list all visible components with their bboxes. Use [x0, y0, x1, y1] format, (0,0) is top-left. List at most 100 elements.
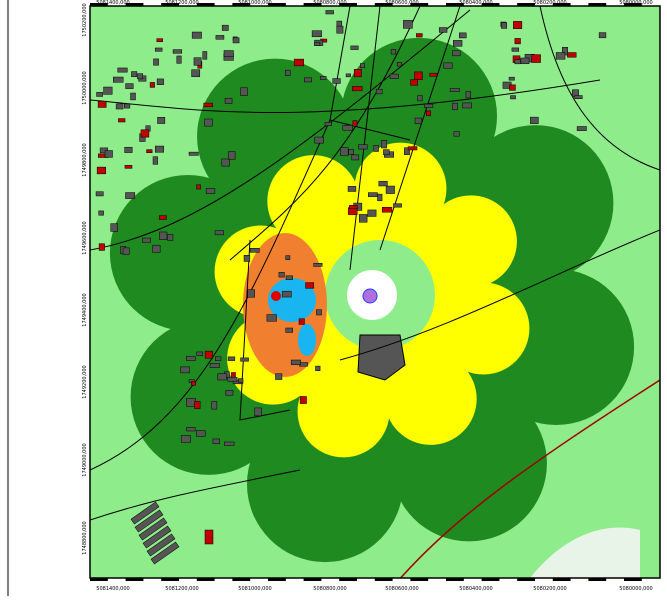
building: [180, 366, 190, 374]
building: [142, 525, 172, 549]
building: [196, 351, 204, 356]
top-coordinate: 5080400,000: [459, 0, 492, 6]
top-coordinate: 5081200,000: [165, 0, 198, 6]
building: [153, 58, 159, 66]
building: [353, 69, 362, 78]
building: [254, 407, 262, 417]
building: [520, 57, 530, 65]
frame-tick: [161, 3, 179, 6]
building: [211, 401, 218, 410]
building: [404, 147, 410, 155]
building: [530, 116, 539, 124]
zone-yellow-lobe: [437, 282, 530, 375]
building: [238, 378, 244, 383]
left-coordinate: 1748800,000: [82, 521, 88, 554]
building: [340, 147, 349, 156]
building: [95, 191, 104, 197]
bottom-coordinate: 5080000,000: [619, 586, 652, 592]
frame-tick: [481, 578, 500, 581]
building: [96, 166, 107, 175]
zone-center: [362, 288, 378, 304]
building: [299, 396, 307, 404]
building: [336, 25, 344, 34]
frame-tick: [446, 578, 464, 581]
building: [345, 73, 351, 78]
building: [186, 356, 196, 361]
building: [511, 47, 520, 52]
building: [156, 38, 163, 43]
building: [332, 78, 341, 84]
building: [221, 24, 229, 31]
frame-tick: [624, 3, 642, 6]
left-coordinate: 1749000,000: [82, 443, 88, 476]
map-layers: [90, 6, 660, 578]
building: [281, 290, 292, 298]
road: [90, 6, 351, 471]
building: [378, 180, 388, 187]
left-coordinate: 1749800,000: [82, 143, 88, 176]
building: [351, 154, 360, 161]
road: [90, 9, 471, 251]
frame-tick: [232, 578, 251, 581]
building: [221, 158, 230, 167]
left-coordinate: 1749200,000: [82, 365, 88, 398]
building: [275, 373, 283, 380]
building: [509, 84, 516, 91]
frame-tick: [624, 578, 642, 581]
building: [410, 79, 418, 86]
zone-yellow-lobe: [384, 352, 477, 445]
building: [224, 97, 233, 104]
building: [347, 186, 357, 192]
building: [215, 35, 225, 40]
frame-tick: [517, 3, 535, 6]
building: [352, 86, 363, 92]
building: [358, 144, 368, 150]
building: [350, 45, 359, 50]
frame-tick: [410, 578, 429, 581]
building: [453, 131, 460, 137]
building: [146, 149, 153, 153]
frame-tick: [410, 3, 429, 6]
building: [217, 373, 227, 381]
building: [298, 318, 305, 325]
building: [514, 38, 521, 45]
building: [125, 192, 136, 199]
building: [352, 120, 358, 127]
building: [390, 49, 397, 55]
top-coordinate: 5080600,000: [385, 0, 418, 6]
building: [159, 231, 168, 240]
building: [414, 71, 423, 80]
building: [186, 427, 196, 432]
bottom-coordinate: 5081400,000: [96, 586, 129, 592]
building: [243, 254, 251, 262]
building: [452, 50, 461, 57]
building: [567, 52, 577, 58]
building: [316, 309, 322, 316]
building: [154, 47, 163, 52]
building: [249, 247, 260, 253]
building: [462, 102, 472, 109]
top-coordinate: 5081000,000: [238, 0, 271, 6]
frame-tick: [268, 578, 286, 581]
building: [426, 110, 431, 117]
building: [172, 49, 183, 54]
building: [510, 95, 516, 100]
building: [311, 30, 322, 38]
building: [98, 243, 105, 251]
frame-tick: [374, 3, 393, 6]
top-coordinate: 5080800,000: [313, 0, 346, 6]
building: [215, 356, 222, 361]
frame-tick: [303, 3, 322, 6]
building: [598, 32, 607, 39]
building: [285, 69, 291, 76]
building: [122, 247, 130, 255]
road: [379, 6, 461, 251]
zone-blue: [298, 324, 316, 356]
building: [227, 376, 238, 382]
frame-tick: [552, 578, 571, 581]
building: [113, 76, 124, 83]
building: [290, 359, 301, 366]
building: [223, 50, 234, 57]
building: [204, 529, 214, 545]
building: [314, 136, 324, 144]
